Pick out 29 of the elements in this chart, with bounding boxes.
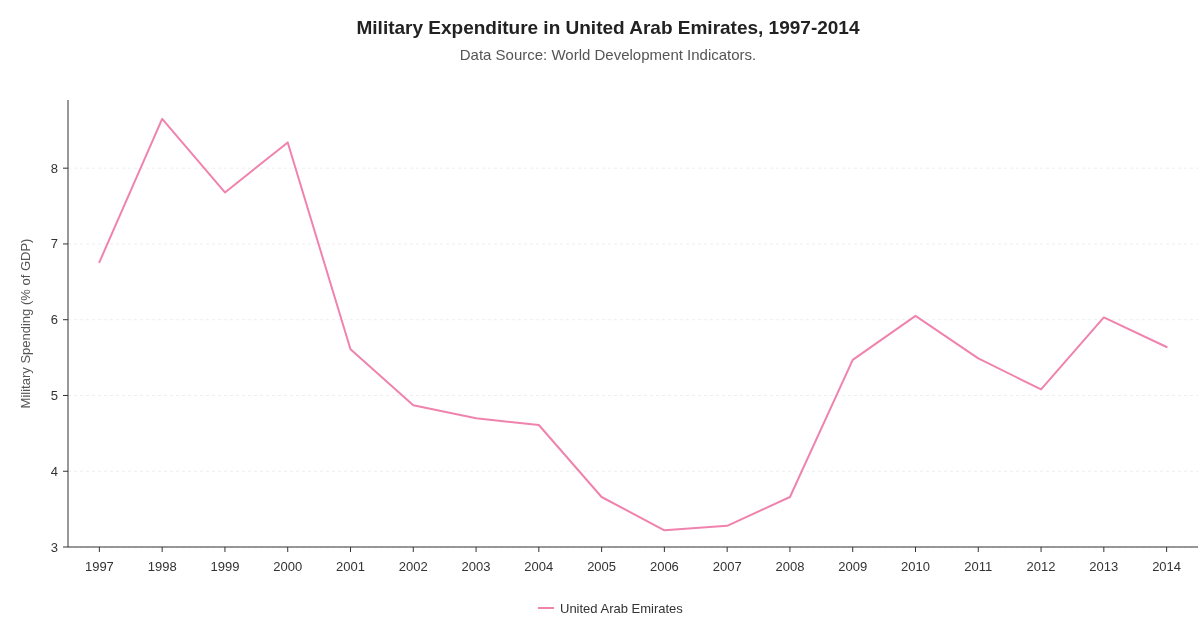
x-tick-label: 2000 (273, 559, 303, 574)
x-tick-label: 2014 (1152, 559, 1182, 574)
x-tick-label: 2010 (901, 559, 930, 574)
y-tick-label: 3 (50, 539, 58, 555)
x-tick-label: 2009 (838, 559, 868, 574)
chart-title: Military Expenditure in United Arab Emirates, 1997-2014 (356, 17, 860, 38)
x-tick-label: 2003 (461, 559, 491, 574)
x-tick-label: 2013 (1089, 559, 1119, 574)
x-tick-label: 2012 (1026, 559, 1056, 574)
line-series (98, 117, 1168, 532)
x-tick-label: 2001 (336, 559, 365, 574)
x-tick-label: 2004 (524, 559, 554, 574)
x-tick-label: 2005 (587, 559, 617, 574)
x-tick-label: 1997 (84, 559, 114, 574)
x-tick-label: 2008 (775, 559, 805, 574)
y-tick-label: 5 (50, 388, 58, 404)
chart-subtitle: Data Source: World Development Indicators. (459, 46, 757, 63)
y-axis-title: Military Spending (% of GDP) (18, 238, 33, 409)
x-tick-label: 2007 (712, 559, 742, 574)
y-tick-label: 6 (50, 312, 58, 328)
y-tick-label: 7 (50, 236, 58, 252)
y-tick-label: 8 (50, 160, 58, 176)
y-tick-label: 4 (50, 463, 58, 479)
legend-label: United Arab Emirates (560, 600, 684, 616)
x-tick-label: 2006 (649, 559, 679, 574)
x-tick-label: 2002 (398, 559, 428, 574)
x-tick-label: 2011 (964, 559, 993, 574)
x-tick-label: 1999 (210, 559, 240, 574)
x-tick-label: 1998 (147, 559, 177, 574)
